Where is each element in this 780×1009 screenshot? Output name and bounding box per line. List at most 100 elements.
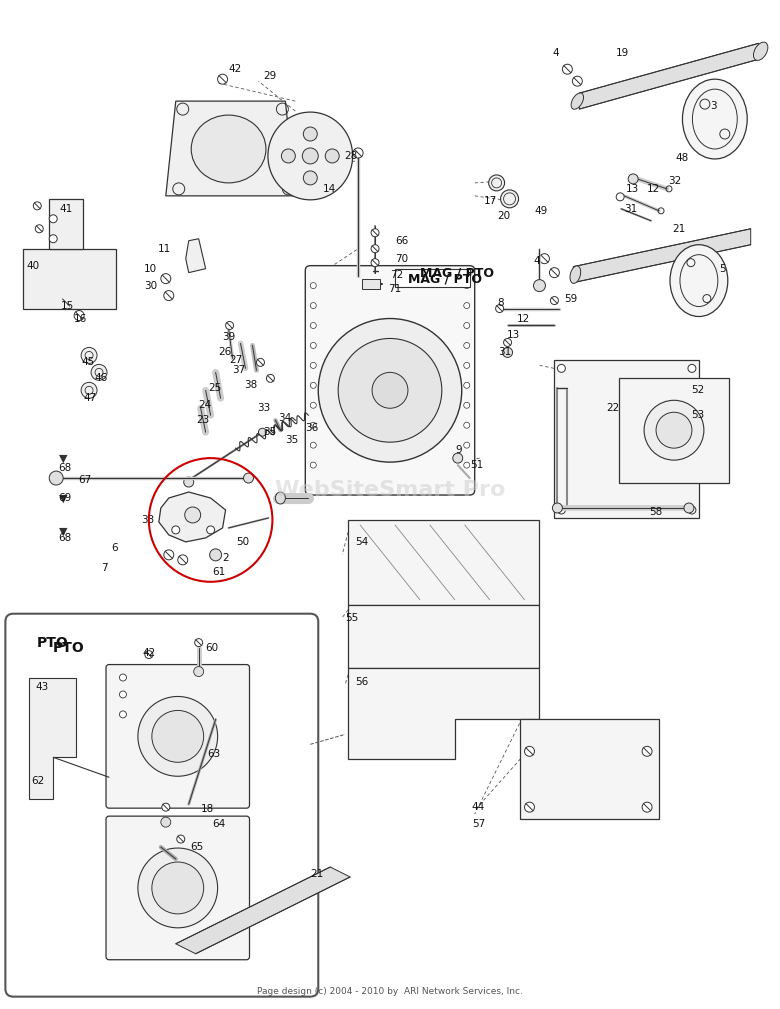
Text: MAG / PTO: MAG / PTO xyxy=(420,266,494,279)
Circle shape xyxy=(185,507,200,523)
Text: 35: 35 xyxy=(285,435,299,445)
Text: 56: 56 xyxy=(355,676,368,686)
Text: 21: 21 xyxy=(310,869,324,879)
Ellipse shape xyxy=(682,79,747,159)
Text: 31: 31 xyxy=(624,204,637,214)
Text: ▼: ▼ xyxy=(59,494,67,504)
Circle shape xyxy=(464,303,470,309)
Circle shape xyxy=(501,190,519,208)
Text: 6: 6 xyxy=(111,543,118,553)
Bar xyxy=(362,278,380,289)
Text: 29: 29 xyxy=(264,72,277,81)
Circle shape xyxy=(145,651,153,659)
Text: 25: 25 xyxy=(208,383,222,394)
Circle shape xyxy=(178,555,188,565)
FancyBboxPatch shape xyxy=(305,265,475,495)
Text: 60: 60 xyxy=(206,643,218,653)
Circle shape xyxy=(310,362,316,368)
Circle shape xyxy=(282,149,296,162)
Circle shape xyxy=(138,848,218,928)
Text: 34: 34 xyxy=(278,414,292,423)
Circle shape xyxy=(464,422,470,428)
Ellipse shape xyxy=(571,93,583,109)
Text: 24: 24 xyxy=(199,401,212,411)
Text: 50: 50 xyxy=(236,537,250,547)
Circle shape xyxy=(573,77,583,86)
Circle shape xyxy=(193,667,204,676)
Text: 27: 27 xyxy=(229,355,243,365)
Text: 71: 71 xyxy=(388,284,401,294)
Circle shape xyxy=(644,401,704,460)
Circle shape xyxy=(303,127,317,141)
Circle shape xyxy=(616,193,624,201)
Text: 12: 12 xyxy=(516,314,530,324)
Bar xyxy=(555,360,699,518)
Circle shape xyxy=(267,374,275,382)
Circle shape xyxy=(488,175,505,191)
Circle shape xyxy=(152,710,204,762)
Circle shape xyxy=(464,382,470,388)
Circle shape xyxy=(164,291,174,301)
Text: Page design (c) 2004 - 2010 by  ARI Network Services, Inc.: Page design (c) 2004 - 2010 by ARI Netwo… xyxy=(257,987,523,996)
Text: 55: 55 xyxy=(346,612,359,623)
Ellipse shape xyxy=(275,492,285,504)
Text: 69: 69 xyxy=(58,493,72,503)
Text: 7: 7 xyxy=(101,563,108,573)
Text: 57: 57 xyxy=(472,819,485,829)
Circle shape xyxy=(310,462,316,468)
Text: 72: 72 xyxy=(390,269,403,279)
Circle shape xyxy=(177,835,185,844)
Circle shape xyxy=(524,747,534,757)
Circle shape xyxy=(303,148,318,163)
Circle shape xyxy=(310,422,316,428)
Text: 65: 65 xyxy=(191,843,204,852)
Circle shape xyxy=(642,747,652,757)
Text: 63: 63 xyxy=(207,750,221,760)
Circle shape xyxy=(184,477,193,487)
Circle shape xyxy=(34,202,41,210)
Text: 47: 47 xyxy=(83,394,97,404)
Text: 20: 20 xyxy=(498,211,511,221)
Circle shape xyxy=(61,298,71,308)
Circle shape xyxy=(258,428,267,436)
Circle shape xyxy=(119,691,126,698)
Text: 67: 67 xyxy=(78,475,91,485)
Circle shape xyxy=(164,550,174,560)
Text: 33: 33 xyxy=(257,404,271,414)
Text: 26: 26 xyxy=(218,347,232,357)
Polygon shape xyxy=(23,248,116,309)
Circle shape xyxy=(524,802,534,812)
Text: 16: 16 xyxy=(74,314,87,324)
Circle shape xyxy=(91,364,107,380)
Circle shape xyxy=(119,711,126,718)
Text: 31: 31 xyxy=(498,347,512,357)
Text: 13: 13 xyxy=(506,331,519,340)
Circle shape xyxy=(74,311,84,321)
Circle shape xyxy=(464,283,470,289)
FancyBboxPatch shape xyxy=(5,613,318,997)
Text: 61: 61 xyxy=(213,567,226,577)
Polygon shape xyxy=(30,677,76,799)
Circle shape xyxy=(243,473,254,483)
Polygon shape xyxy=(49,199,83,248)
Text: 32: 32 xyxy=(668,176,681,186)
Circle shape xyxy=(628,174,638,184)
Text: 18: 18 xyxy=(200,804,214,814)
Circle shape xyxy=(152,862,204,914)
Text: 46: 46 xyxy=(94,373,108,383)
Circle shape xyxy=(303,171,317,185)
Circle shape xyxy=(353,148,363,158)
Circle shape xyxy=(688,364,696,372)
Circle shape xyxy=(119,674,126,681)
Text: 33: 33 xyxy=(141,515,154,525)
Text: 22: 22 xyxy=(606,404,619,414)
Circle shape xyxy=(339,338,441,442)
Polygon shape xyxy=(519,719,659,819)
Polygon shape xyxy=(166,101,296,196)
Circle shape xyxy=(540,253,549,263)
Polygon shape xyxy=(176,867,350,954)
Circle shape xyxy=(310,283,316,289)
Circle shape xyxy=(464,462,470,468)
Circle shape xyxy=(688,506,696,514)
Circle shape xyxy=(656,413,692,448)
